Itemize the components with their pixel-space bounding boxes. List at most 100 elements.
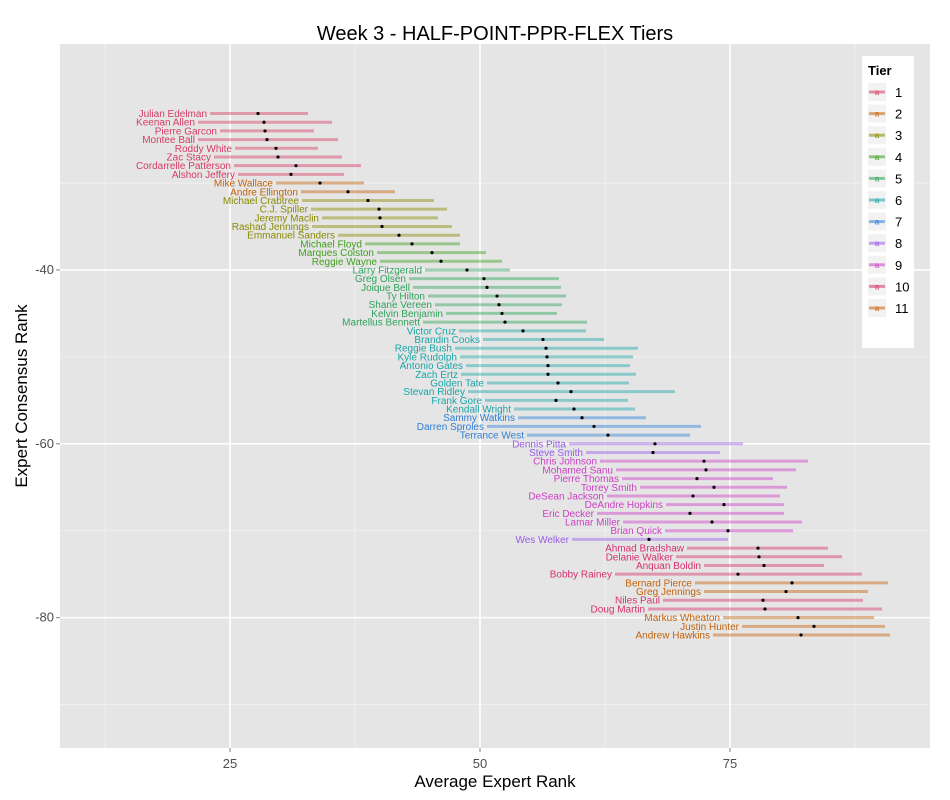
player-label: Kendall Wright	[446, 405, 511, 416]
player-label: Wes Welker	[515, 535, 569, 546]
average-rank-point	[763, 607, 767, 611]
player-label: Cordarrelle Patterson	[136, 161, 231, 172]
average-rank-point	[503, 320, 507, 324]
player-label: Anquan Boldin	[636, 561, 701, 572]
player-label: Emmanuel Sanders	[247, 231, 335, 242]
average-rank-point	[366, 198, 370, 203]
average-rank-point	[262, 120, 266, 124]
legend-key-glyph: a	[875, 282, 880, 291]
average-points	[256, 111, 816, 637]
minor-gridlines	[60, 44, 930, 748]
player-label: Ahmad Bradshaw	[605, 544, 685, 555]
plot-panel	[60, 44, 930, 748]
player-label: Lamar Miller	[565, 518, 621, 529]
player-label: Chris Johnson	[533, 457, 597, 468]
average-rank-point	[799, 633, 803, 637]
average-rank-point	[704, 468, 708, 472]
player-label: Alshon Jeffery	[172, 170, 235, 181]
average-rank-point	[430, 250, 434, 255]
legend-label: 10	[895, 279, 909, 294]
player-label: Roddy White	[175, 144, 233, 155]
player-label: Shane Vereen	[369, 300, 432, 311]
average-rank-point	[691, 494, 695, 498]
player-label: Michael Floyd	[300, 239, 362, 250]
average-rank-point	[485, 285, 489, 289]
average-rank-point	[580, 416, 584, 420]
legend-key-glyph: a	[875, 196, 880, 205]
average-rank-point	[710, 520, 714, 524]
y-tick-label: -60	[35, 436, 54, 451]
legend: Tier a 1 a 2 a 3 a 4 a 5 a 6 a 7 a 8 a 9 a 10 a 11	[862, 56, 914, 348]
average-rank-point	[726, 529, 730, 533]
average-rank-point	[289, 172, 293, 176]
player-label: Andrew Hawkins	[636, 631, 710, 642]
legend-label: 11	[895, 301, 909, 316]
player-label: Delanie Walker	[606, 552, 674, 563]
legend-label: 6	[895, 193, 902, 208]
player-label: Greg Jennings	[636, 587, 701, 598]
average-rank-point	[500, 311, 504, 316]
player-label: Antonio Gates	[400, 361, 463, 372]
player-label: Kelvin Benjamin	[371, 309, 443, 320]
average-rank-point	[378, 216, 382, 220]
average-rank-point	[757, 555, 761, 559]
average-rank-point	[439, 259, 443, 263]
average-rank-point	[569, 390, 573, 394]
average-rank-point	[380, 224, 384, 229]
player-label: Steve Smith	[529, 448, 583, 459]
legend-items: a 1 a 2 a 3 a 4 a 5 a 6 a 7 a 8 a 9 a 10 a 11	[868, 83, 909, 317]
x-tick-label: 50	[473, 756, 487, 771]
player-label: Montee Ball	[142, 135, 195, 146]
x-axis: 25 50 75	[223, 748, 737, 771]
player-label: Larry Fitzgerald	[353, 265, 422, 276]
legend-key-glyph: a	[875, 261, 880, 270]
average-rank-point	[572, 407, 576, 411]
y-axis: -40 -60 -80	[35, 262, 60, 625]
player-label: Markus Wheaton	[644, 613, 720, 624]
legend-label: 7	[895, 215, 902, 230]
player-label: DeSean Jackson	[528, 491, 604, 502]
average-rank-point	[722, 503, 726, 507]
average-rank-point	[256, 111, 260, 116]
major-gridlines	[60, 44, 930, 748]
average-rank-point	[276, 155, 280, 159]
average-rank-point	[318, 181, 322, 185]
y-tick-label: -80	[35, 610, 54, 625]
player-label: Julian Edelman	[139, 109, 207, 120]
player-label: Torrey Smith	[581, 483, 637, 494]
legend-label: 1	[895, 85, 902, 100]
legend-label: 5	[895, 171, 902, 186]
legend-label: 2	[895, 107, 902, 122]
player-label: Reggie Wayne	[312, 257, 378, 268]
player-label: Martellus Bennett	[342, 318, 420, 329]
average-rank-point	[497, 303, 501, 307]
player-label: Darren Sproles	[417, 422, 484, 433]
average-rank-point	[265, 138, 269, 142]
average-rank-point	[790, 581, 794, 585]
player-label: Victor Cruz	[407, 326, 456, 337]
average-rank-point	[410, 242, 414, 246]
player-label: Bernard Pierce	[625, 578, 692, 589]
x-tick-label: 75	[723, 756, 737, 771]
legend-label: 9	[895, 258, 902, 273]
player-label: Marques Colston	[298, 248, 374, 259]
legend-key-glyph: a	[875, 153, 880, 162]
average-rank-point	[647, 537, 651, 542]
chart-title: Week 3 - HALF-POINT-PPR-FLEX Tiers	[317, 23, 673, 45]
x-axis-title: Average Expert Rank	[414, 772, 576, 791]
average-rank-point	[546, 372, 550, 376]
player-label: Joique Bell	[361, 283, 410, 294]
player-label: Frank Gore	[431, 396, 482, 407]
average-rank-point	[541, 337, 545, 342]
average-rank-point	[556, 381, 560, 385]
average-rank-point	[756, 546, 760, 550]
player-label: Mike Wallace	[214, 179, 274, 190]
average-rank-point	[521, 329, 525, 333]
player-label: Dennis Pitta	[512, 439, 566, 450]
player-label: Reggie Bush	[395, 344, 452, 355]
player-label: Kyle Rudolph	[398, 352, 457, 363]
player-label: Brandin Cooks	[414, 335, 480, 346]
player-label: Sammy Watkins	[443, 413, 515, 424]
legend-key-glyph: a	[875, 88, 880, 97]
